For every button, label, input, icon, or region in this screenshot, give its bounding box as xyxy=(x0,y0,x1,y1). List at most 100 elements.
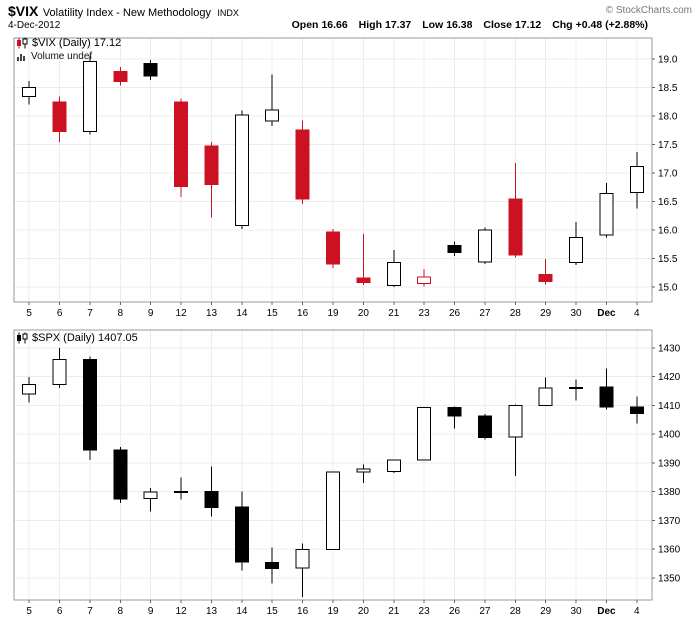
high-value: 17.37 xyxy=(384,19,412,31)
x-axis-label: 12 xyxy=(176,308,188,319)
candle xyxy=(143,60,158,81)
y-axis-label: 18.0 xyxy=(658,112,678,123)
x-axis-label: 9 xyxy=(148,606,154,617)
candle xyxy=(629,396,644,424)
exchange-label: INDX xyxy=(217,8,239,18)
x-axis-label: 15 xyxy=(267,308,279,319)
candle xyxy=(113,67,128,86)
candle xyxy=(174,98,189,198)
candle xyxy=(508,404,523,477)
y-axis-label: 1350 xyxy=(658,573,681,584)
symbol: $VIX xyxy=(8,3,39,19)
y-axis-label: 1420 xyxy=(658,372,681,383)
quote-date: 4-Dec-2012 xyxy=(8,20,61,31)
candle xyxy=(599,182,614,238)
x-axis-label: 30 xyxy=(570,606,582,617)
candle xyxy=(204,141,219,218)
candle xyxy=(83,356,97,460)
candle xyxy=(22,80,37,105)
candle xyxy=(417,268,432,287)
volume-legend-label: Volume undef xyxy=(31,51,93,62)
y-axis-label: 16.5 xyxy=(658,197,678,208)
x-axis-label: 21 xyxy=(388,308,400,319)
candle xyxy=(83,55,97,135)
x-axis-label: 13 xyxy=(206,606,218,617)
y-axis-label: 18.5 xyxy=(658,83,678,94)
candle xyxy=(265,547,280,584)
candle xyxy=(477,414,492,440)
x-axis-label: 19 xyxy=(327,308,339,319)
chg-label: Chg xyxy=(552,19,573,31)
y-axis-label: 16.0 xyxy=(658,226,678,237)
close-value: 17.12 xyxy=(514,19,542,31)
x-axis-label: 21 xyxy=(388,606,400,617)
candlestick-icon xyxy=(16,37,28,49)
candle xyxy=(569,379,583,401)
candle xyxy=(326,229,340,268)
candle xyxy=(22,376,37,403)
x-axis-label: 7 xyxy=(87,606,93,617)
x-axis-label: 29 xyxy=(540,606,552,617)
candle xyxy=(447,241,462,256)
x-axis-label: 9 xyxy=(148,308,154,319)
y-axis-label: 1430 xyxy=(658,343,681,354)
x-axis-label: 26 xyxy=(449,308,461,319)
vix-price-plot: 5 6 7 8 9 12 13 14 15 16 19 20 21 23 26 27 28 29 30 Dec 4 19.… xyxy=(13,37,678,319)
x-axis-label: Dec xyxy=(597,308,616,319)
y-axis-label: 1370 xyxy=(658,516,681,527)
candle xyxy=(508,162,523,258)
title-line: $VIX Volatility Index - New Methodology … xyxy=(8,3,239,21)
x-axis-label: 8 xyxy=(118,308,124,319)
x-axis-label: 4 xyxy=(634,308,640,319)
x-axis-label: 30 xyxy=(570,308,582,319)
candle xyxy=(265,74,280,126)
x-axis-label: 19 xyxy=(327,606,339,617)
x-axis-label: 6 xyxy=(57,308,63,319)
x-axis-label: 16 xyxy=(297,308,309,319)
y-axis-label: 15.0 xyxy=(658,283,678,294)
vix-legend: $VIX (Daily) 17.12 xyxy=(16,37,121,49)
spx-legend: $SPX (Daily) 1407.05 xyxy=(16,332,138,344)
high-label: High xyxy=(358,19,382,31)
candle xyxy=(538,259,553,285)
candle xyxy=(477,227,492,264)
candle xyxy=(447,406,462,429)
x-axis-label: Dec xyxy=(597,606,616,617)
x-axis-label: 12 xyxy=(176,606,188,617)
x-axis-label: 27 xyxy=(479,308,491,319)
x-axis-label: 28 xyxy=(510,308,522,319)
x-axis-label: 13 xyxy=(206,308,218,319)
candle xyxy=(629,152,644,209)
y-axis-label: 19.0 xyxy=(658,55,678,66)
x-axis-label: 14 xyxy=(236,308,248,319)
x-axis-label: 7 xyxy=(87,308,93,319)
candle xyxy=(234,491,249,571)
candle xyxy=(143,488,158,512)
x-axis-label: 20 xyxy=(358,606,370,617)
x-axis-label: 4 xyxy=(634,606,640,617)
candle xyxy=(174,477,189,500)
x-axis-label: 6 xyxy=(57,606,63,617)
close-label: Close xyxy=(483,19,512,31)
candle xyxy=(386,250,401,288)
x-axis-label: 23 xyxy=(419,606,431,617)
low-value: 16.38 xyxy=(446,19,473,31)
candle xyxy=(113,447,128,504)
x-axis-label: 20 xyxy=(358,308,370,319)
y-axis-label: 15.5 xyxy=(658,254,678,265)
x-axis-label: 5 xyxy=(26,308,32,319)
spx-chart: 5 6 7 8 9 12 13 14 15 16 19 20 21 23 26 27 28 29 30 Dec 4 143… xyxy=(0,322,700,629)
candle xyxy=(599,368,614,410)
y-axis-label: 17.5 xyxy=(658,140,678,151)
x-axis-label: 23 xyxy=(419,308,431,319)
candle xyxy=(295,543,310,598)
security-name: Volatility Index - New Methodology xyxy=(42,7,211,19)
candle xyxy=(204,466,219,517)
open-value: 16.66 xyxy=(321,19,348,31)
vix-chart: 5 6 7 8 9 12 13 14 15 16 19 20 21 23 26 27 28 29 30 Dec 4 19.… xyxy=(0,34,700,327)
low-label: Low xyxy=(422,19,444,31)
spx-price-plot: 5 6 7 8 9 12 13 14 15 16 19 20 21 23 26 27 28 29 30 Dec 4 143… xyxy=(13,329,681,617)
x-axis-label: 5 xyxy=(26,606,32,617)
spx-legend-label: $SPX (Daily) 1407.05 xyxy=(32,332,138,344)
x-axis-label: 26 xyxy=(449,606,461,617)
